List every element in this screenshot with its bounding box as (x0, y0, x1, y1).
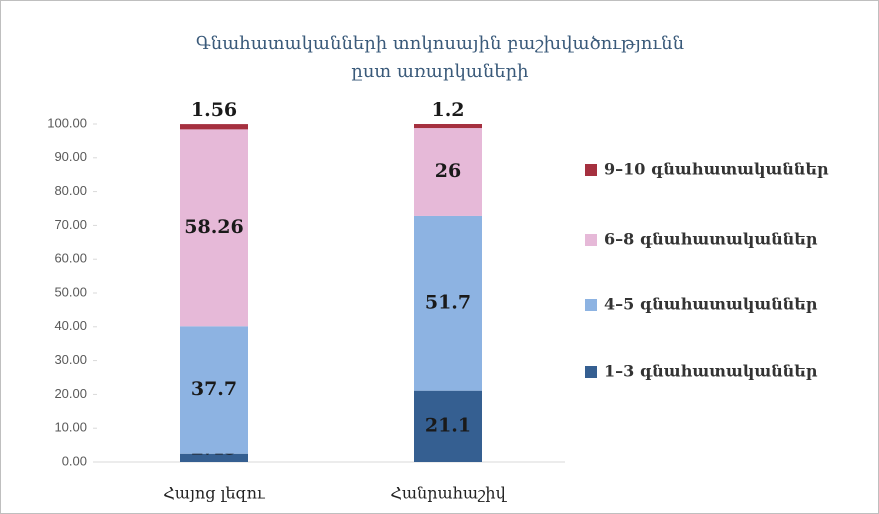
y-tick-label: 30.00 (54, 352, 87, 367)
bar-segment (414, 215, 482, 391)
legend-label: 9–10 գնահատականներ (604, 160, 829, 179)
chart-title: Գնահատականների տոկոսային բաշխվածությունն (196, 33, 684, 54)
legend-swatch (585, 366, 597, 378)
legend-swatch (585, 164, 597, 176)
bar-segment (180, 326, 248, 454)
legend-swatch (585, 234, 597, 246)
bar-segment (180, 129, 248, 327)
y-tick-label: 40.00 (54, 318, 87, 333)
bar-segment (414, 124, 482, 129)
x-tick-label: Հանրահաշիվ (390, 484, 507, 503)
y-tick-label: 0.00 (62, 453, 87, 468)
data-label: 26 (435, 160, 461, 182)
y-tick-label: 80.00 (54, 183, 87, 198)
data-label: 1.56 (191, 99, 237, 121)
bar-segment (414, 128, 482, 216)
x-tick-label: Հայոց լեզու (163, 484, 266, 503)
y-tick-label: 70.00 (54, 217, 87, 232)
legend-label: 4–5 գնահատականներ (604, 295, 818, 314)
y-tick-label: 10.00 (54, 420, 87, 435)
data-label: 51.7 (425, 291, 471, 313)
legend-label: 1–3 գնահատականներ (604, 362, 818, 381)
y-tick-label: 100.00 (47, 115, 87, 130)
chart-title: ըստ առարկաների (351, 61, 528, 82)
y-tick-label: 50.00 (54, 284, 87, 299)
bar-segment (180, 453, 248, 462)
data-label: 21.1 (425, 414, 471, 436)
legend-swatch (585, 299, 597, 311)
data-label: 58.26 (184, 216, 244, 238)
data-label: 37.7 (191, 378, 237, 400)
bar-segment (414, 390, 482, 462)
legend-label: 6–8 գնահատականներ (604, 230, 818, 249)
bar-segment (180, 124, 248, 130)
data-label: 1.2 (431, 99, 464, 121)
y-tick-label: 90.00 (54, 149, 87, 164)
y-tick-label: 20.00 (54, 386, 87, 401)
y-tick-label: 60.00 (54, 251, 87, 266)
